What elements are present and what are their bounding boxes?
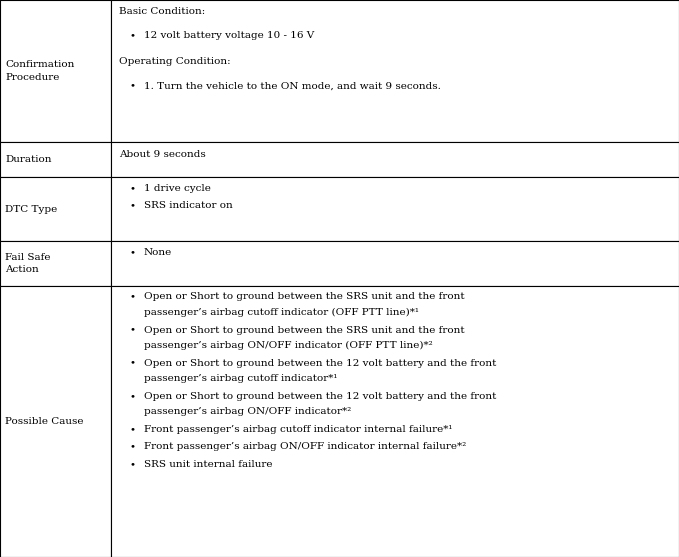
Bar: [0, 0, 111, 142]
Text: passenger’s airbag ON/OFF indicator*²: passenger’s airbag ON/OFF indicator*²: [144, 407, 351, 417]
Text: Open or Short to ground between the 12 volt battery and the front: Open or Short to ground between the 12 v…: [144, 359, 496, 368]
Text: Front passenger’s airbag cutoff indicator internal failure*¹: Front passenger’s airbag cutoff indicato…: [144, 425, 452, 434]
Text: 12 volt battery voltage 10 - 16 V: 12 volt battery voltage 10 - 16 V: [144, 31, 314, 40]
Bar: [0, 142, 111, 177]
Text: 1. Turn the vehicle to the ON mode, and wait 9 seconds.: 1. Turn the vehicle to the ON mode, and …: [144, 82, 441, 91]
Text: passenger’s airbag cutoff indicator*¹: passenger’s airbag cutoff indicator*¹: [144, 374, 337, 383]
Text: •: •: [129, 82, 135, 91]
Text: None: None: [144, 248, 172, 257]
Text: •: •: [129, 442, 135, 451]
Text: Basic Condition:: Basic Condition:: [119, 7, 205, 16]
Text: •: •: [129, 31, 135, 40]
Bar: [111, 0, 679, 142]
Text: passenger’s airbag ON/OFF indicator (OFF PTT line)*²: passenger’s airbag ON/OFF indicator (OFF…: [144, 341, 433, 350]
Text: 1 drive cycle: 1 drive cycle: [144, 184, 210, 193]
Text: Open or Short to ground between the 12 volt battery and the front: Open or Short to ground between the 12 v…: [144, 392, 496, 401]
Text: Fail Safe
Action: Fail Safe Action: [5, 253, 51, 274]
Bar: [111, 241, 679, 286]
Text: SRS unit internal failure: SRS unit internal failure: [144, 460, 272, 469]
Bar: [0, 241, 111, 286]
Text: •: •: [129, 184, 135, 193]
Bar: [0, 286, 111, 557]
Text: Open or Short to ground between the SRS unit and the front: Open or Short to ground between the SRS …: [144, 325, 464, 335]
Text: Duration: Duration: [5, 155, 52, 164]
Text: •: •: [129, 248, 135, 257]
Text: •: •: [129, 392, 135, 401]
Text: •: •: [129, 292, 135, 301]
Text: •: •: [129, 425, 135, 434]
Text: passenger’s airbag cutoff indicator (OFF PTT line)*¹: passenger’s airbag cutoff indicator (OFF…: [144, 308, 419, 317]
Text: •: •: [129, 201, 135, 211]
Text: Possible Cause: Possible Cause: [5, 417, 84, 426]
Text: Open or Short to ground between the SRS unit and the front: Open or Short to ground between the SRS …: [144, 292, 464, 301]
Text: •: •: [129, 325, 135, 335]
Bar: [0, 177, 111, 241]
Text: Front passenger’s airbag ON/OFF indicator internal failure*²: Front passenger’s airbag ON/OFF indicato…: [144, 442, 466, 451]
Text: •: •: [129, 359, 135, 368]
Text: •: •: [129, 460, 135, 469]
Bar: [111, 142, 679, 177]
Text: SRS indicator on: SRS indicator on: [144, 201, 233, 211]
Bar: [111, 286, 679, 557]
Text: Operating Condition:: Operating Condition:: [119, 57, 230, 66]
Text: DTC Type: DTC Type: [5, 204, 58, 214]
Text: About 9 seconds: About 9 seconds: [119, 150, 206, 159]
Bar: [111, 177, 679, 241]
Text: Confirmation
Procedure: Confirmation Procedure: [5, 60, 75, 82]
